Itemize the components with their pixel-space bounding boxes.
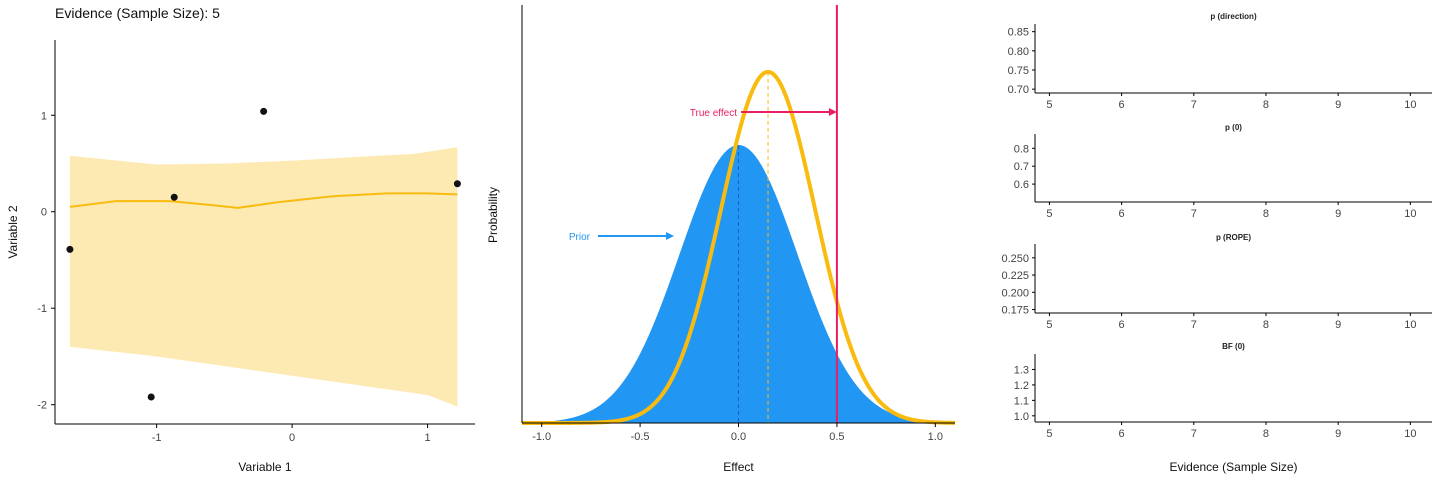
- y-tick-label: 0.175: [1001, 305, 1029, 317]
- prior-distribution: [522, 145, 955, 423]
- x-tick-label: 1.0: [928, 431, 943, 443]
- x-tick-label: 1: [425, 432, 431, 444]
- x-tick-label: 5: [1046, 99, 1052, 111]
- y-tick-label: 0.85: [1008, 27, 1029, 39]
- x-tick-label: 6: [1119, 208, 1125, 220]
- x-tick-label: 6: [1119, 428, 1125, 440]
- p_zero-panel: p (0) 5 6 7 8 9 10 0.6 0.7 0.8: [1014, 123, 1432, 220]
- panel-title: p (direction): [1210, 12, 1257, 21]
- x-tick-label: 10: [1404, 208, 1416, 220]
- y-tick-label: 0.200: [1001, 287, 1029, 299]
- y-tick-label: 1.0: [1014, 411, 1029, 423]
- scatter-panel: -1 0 1 -2 -1 0 1 Variable 1 Variable 2: [6, 40, 475, 474]
- x-tick-label: 0.0: [731, 431, 746, 443]
- x-tick-label: 9: [1335, 99, 1341, 111]
- x-tick-label: -1.0: [532, 431, 551, 443]
- x-axis-label: Evidence (Sample Size): [1169, 460, 1297, 474]
- x-tick-label: 10: [1404, 99, 1416, 111]
- x-tick-label: 0.5: [829, 431, 844, 443]
- x-tick-label: 5: [1046, 208, 1052, 220]
- data-point-1: [147, 393, 155, 401]
- x-tick-label: 8: [1263, 208, 1269, 220]
- y-tick-label: 1.1: [1014, 395, 1029, 407]
- data-point-3: [260, 107, 268, 115]
- y-tick-label: -2: [37, 400, 47, 412]
- x-tick-label: 8: [1263, 99, 1269, 111]
- y-tick-label: 0.8: [1014, 143, 1029, 155]
- data-point-0: [66, 245, 74, 253]
- y-tick-label: 0: [41, 207, 47, 219]
- y-tick-label: 0.250: [1001, 253, 1029, 265]
- x-tick-label: 10: [1404, 428, 1416, 440]
- x-tick-label: 7: [1191, 319, 1197, 331]
- x-tick-label: 8: [1263, 319, 1269, 331]
- y-tick-label: 0.7: [1014, 161, 1029, 173]
- panel-title: p (0): [1225, 123, 1242, 132]
- y-tick-label: 1.2: [1014, 380, 1029, 392]
- x-tick-label: -0.5: [631, 431, 650, 443]
- x-axis-label: Variable 1: [238, 460, 291, 474]
- prior-arrowhead: [666, 232, 674, 240]
- x-tick-label: 7: [1191, 99, 1197, 111]
- true-effect-label: True effect: [690, 108, 737, 119]
- x-tick-label: 0: [289, 432, 295, 444]
- y-tick-label: -1: [37, 303, 47, 315]
- y-tick-label: 0.75: [1008, 65, 1029, 77]
- y-tick-label: 0.225: [1001, 270, 1029, 282]
- density-panel: True effect Prior -1.0 -0.5 0.0 0.5 1.0 Effect P…: [486, 5, 956, 474]
- confidence-band: [69, 147, 458, 407]
- x-tick-label: 6: [1119, 319, 1125, 331]
- fit-line: [69, 192, 458, 209]
- panel-title: BF (0): [1222, 342, 1245, 351]
- x-tick-label: 5: [1046, 319, 1052, 331]
- x-tick-label: 9: [1335, 428, 1341, 440]
- true-effect-arrowhead: [828, 108, 837, 116]
- data-point-2: [170, 193, 178, 201]
- p_rope-panel: p (ROPE) 5 6 7 8 9 10 0.175 0.200 0.225 0.250: [1001, 233, 1432, 331]
- x-tick-label: 6: [1119, 99, 1125, 111]
- y-tick-label: 0.70: [1008, 84, 1029, 96]
- y-tick-label: 1.3: [1014, 364, 1029, 376]
- y-tick-label: 1: [41, 110, 47, 122]
- x-tick-label: 7: [1191, 428, 1197, 440]
- y-axis-label: Variable 2: [6, 205, 20, 258]
- x-tick-label: 7: [1191, 208, 1197, 220]
- figure-title: Evidence (Sample Size): 5: [55, 5, 220, 21]
- x-tick-label: -1: [152, 432, 162, 444]
- data-point-4: [453, 180, 461, 188]
- y-tick-label: 0.80: [1008, 46, 1029, 58]
- bf_zero-panel: BF (0) 5 6 7 8 9 10 1.0 1.1 1.2 1.3 Evidence (Sampl…: [1014, 342, 1432, 474]
- y-axis-label: Probability: [486, 187, 500, 243]
- p_direction-panel: p (direction) 5 6 7 8 9 10 0.70 0.75 0.80 0.85: [1008, 12, 1432, 111]
- prior-label: Prior: [569, 232, 591, 243]
- panel-title: p (ROPE): [1216, 233, 1251, 242]
- x-tick-label: 10: [1404, 319, 1416, 331]
- x-tick-label: 8: [1263, 428, 1269, 440]
- x-tick-label: 9: [1335, 208, 1341, 220]
- x-axis-label: Effect: [723, 460, 754, 474]
- x-tick-label: 9: [1335, 319, 1341, 331]
- x-tick-label: 5: [1046, 428, 1052, 440]
- y-tick-label: 0.6: [1014, 179, 1029, 191]
